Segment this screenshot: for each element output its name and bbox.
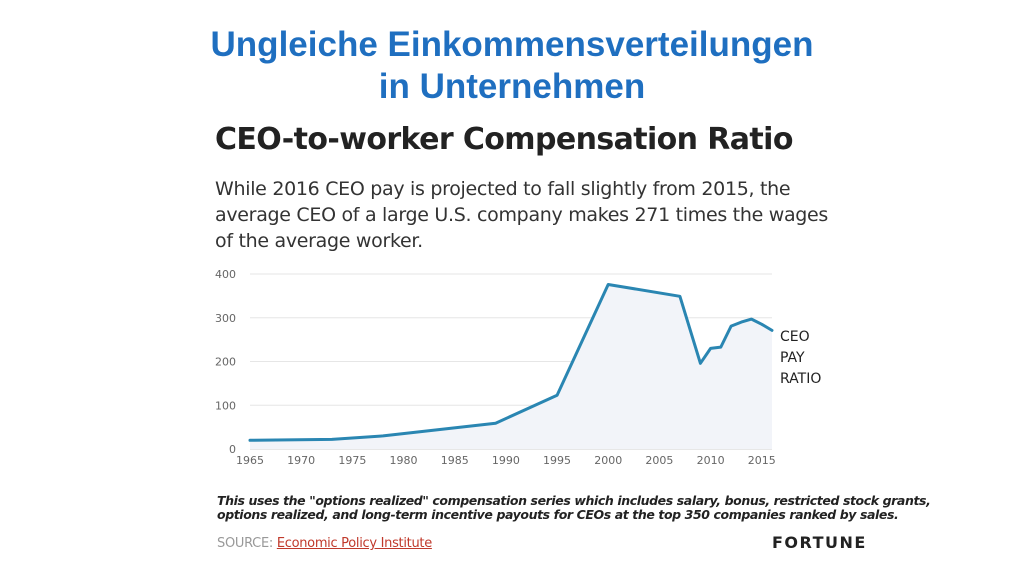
source-label: SOURCE: — [217, 536, 273, 551]
series-line-0 — [248, 283, 774, 442]
x-tick-label: 2000 — [594, 454, 622, 467]
x-tick-label: 2010 — [697, 454, 725, 467]
footnote: This uses the "options realized" compens… — [217, 493, 931, 522]
x-tick-label: 2005 — [645, 454, 673, 467]
series-name-line: RATIO — [780, 371, 821, 387]
y-tick-label: 0 — [229, 443, 236, 456]
series-label: CEO PAY RATIO — [780, 329, 821, 387]
source-link[interactable]: Economic Policy Institute — [276, 536, 432, 551]
series-name-line: CEO — [780, 329, 810, 345]
source-line: SOURCE: Economic Policy Institute — [217, 536, 432, 551]
y-tick-label: 400 — [215, 268, 236, 281]
fortune-logo: FORTUNE — [772, 533, 867, 552]
series-name-label: CEO PAY RATIO — [780, 329, 821, 387]
x-tick-label: 1980 — [390, 454, 418, 467]
x-tick-label: 2015 — [748, 454, 776, 467]
chart-subtitle: While 2016 CEO pay is projected to fall … — [215, 176, 855, 254]
footnote-line-2: options realized, and long-term incentiv… — [217, 507, 899, 522]
slide-title: Ungleiche Einkommensverteilungen in Unte… — [0, 24, 1024, 108]
y-tick-label: 300 — [215, 312, 236, 325]
series-area-0 — [250, 284, 772, 449]
chart-subtitle-line-2: average CEO of a large U.S. company make… — [215, 204, 829, 226]
x-tick-label: 1970 — [287, 454, 315, 467]
x-tick-label: 1965 — [236, 454, 264, 467]
footnote-line-1: This uses the "options realized" compens… — [217, 493, 931, 508]
x-tick-label: 1990 — [492, 454, 520, 467]
x-axis-ticks: 1965 1970 1975 1980 1985 1990 1995 2000 2005 2010… — [236, 454, 776, 467]
x-tick-label: 1975 — [338, 454, 366, 467]
slide-title-line-2: in Unternehmen — [378, 67, 646, 106]
line-layer — [248, 283, 774, 442]
slide-title-line-1: Ungleiche Einkommensverteilungen — [210, 25, 814, 64]
area-layer — [250, 284, 772, 449]
x-tick-label: 1995 — [543, 454, 571, 467]
chart-subtitle-line-3: of the average worker. — [215, 230, 423, 252]
chart-title: CEO-to-worker Compensation Ratio — [215, 122, 793, 157]
series-name-line: PAY — [780, 350, 805, 366]
y-tick-label: 100 — [215, 399, 236, 412]
x-tick-label: 1985 — [441, 454, 469, 467]
chart-subtitle-line-1: While 2016 CEO pay is projected to fall … — [215, 178, 791, 200]
y-axis-ticks: 0 100 200 300 400 — [215, 268, 236, 456]
y-tick-label: 200 — [215, 356, 236, 369]
